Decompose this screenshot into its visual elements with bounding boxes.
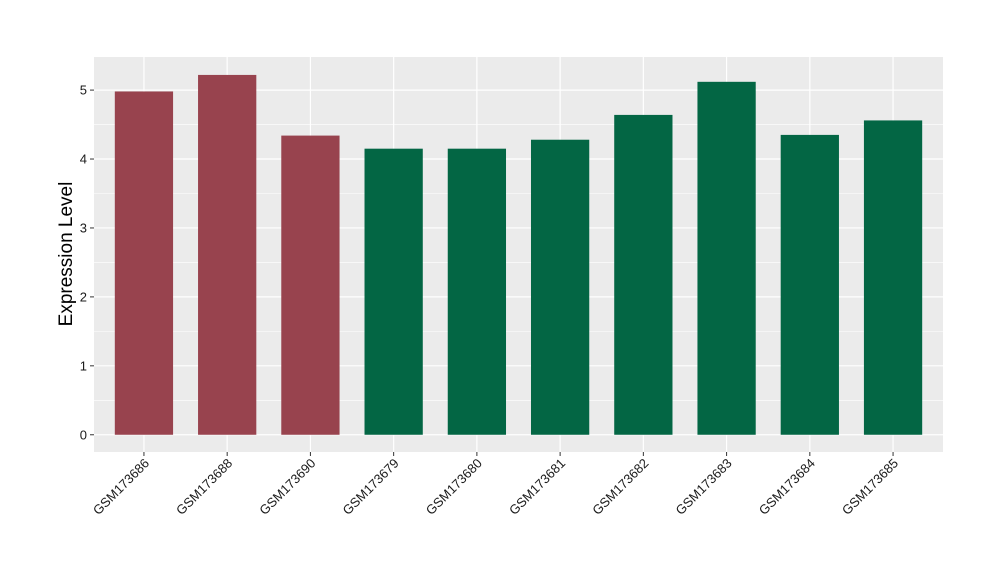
y-tick-label: 1 bbox=[80, 358, 87, 373]
x-tick-label: GSM173683 bbox=[672, 456, 734, 518]
bar-gsm173685 bbox=[863, 120, 923, 435]
bar-gsm173682 bbox=[614, 114, 673, 435]
bar-gsm173679 bbox=[364, 148, 423, 435]
bar-gsm173688 bbox=[198, 74, 257, 435]
x-tick-label: GSM173682 bbox=[589, 456, 651, 518]
y-tick-label: 5 bbox=[80, 83, 87, 98]
x-tick-label: GSM173686 bbox=[90, 456, 152, 518]
x-tick-label: GSM173680 bbox=[423, 456, 485, 518]
bars bbox=[114, 74, 923, 435]
bar-gsm173681 bbox=[530, 139, 590, 435]
bar-gsm173680 bbox=[447, 148, 507, 435]
x-tick-label: GSM173681 bbox=[506, 456, 568, 518]
y-tick-label: 3 bbox=[80, 220, 87, 235]
bar-gsm173684 bbox=[780, 134, 839, 435]
bar-gsm173683 bbox=[697, 81, 756, 435]
x-tick-label: GSM173690 bbox=[256, 456, 318, 518]
y-tick-label: 4 bbox=[80, 152, 87, 167]
y-axis-title: Expression Level bbox=[56, 182, 77, 327]
x-tick-label: GSM173688 bbox=[173, 456, 235, 518]
x-axis: GSM173686 GSM173688 GSM173690 GSM173679 GSM1… bbox=[90, 452, 901, 518]
bar-gsm173686 bbox=[114, 91, 174, 435]
x-tick-label: GSM173685 bbox=[839, 456, 901, 518]
x-tick-label: GSM173679 bbox=[340, 456, 402, 518]
bar-gsm173690 bbox=[281, 135, 340, 435]
x-tick-label: GSM173684 bbox=[756, 456, 818, 518]
y-axis: 0 1 2 3 4 5 bbox=[80, 83, 94, 442]
y-tick-label: 2 bbox=[80, 289, 87, 304]
y-tick-label: 0 bbox=[80, 427, 87, 442]
